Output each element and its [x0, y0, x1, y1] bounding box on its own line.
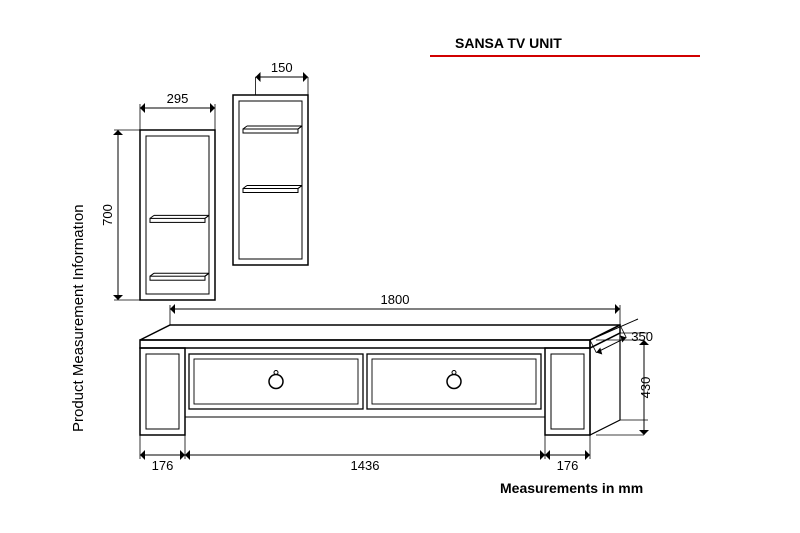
svg-text:350: 350 — [631, 329, 653, 344]
svg-text:150: 150 — [271, 60, 293, 75]
svg-text:1436: 1436 — [351, 458, 380, 473]
svg-text:430: 430 — [638, 377, 653, 399]
svg-text:1800: 1800 — [381, 292, 410, 307]
svg-text:176: 176 — [152, 458, 174, 473]
svg-text:295: 295 — [167, 91, 189, 106]
technical-drawing: 295 150 700 1800 350 430 176 1436 176 — [0, 0, 800, 533]
svg-text:176: 176 — [557, 458, 579, 473]
svg-text:700: 700 — [100, 204, 115, 226]
